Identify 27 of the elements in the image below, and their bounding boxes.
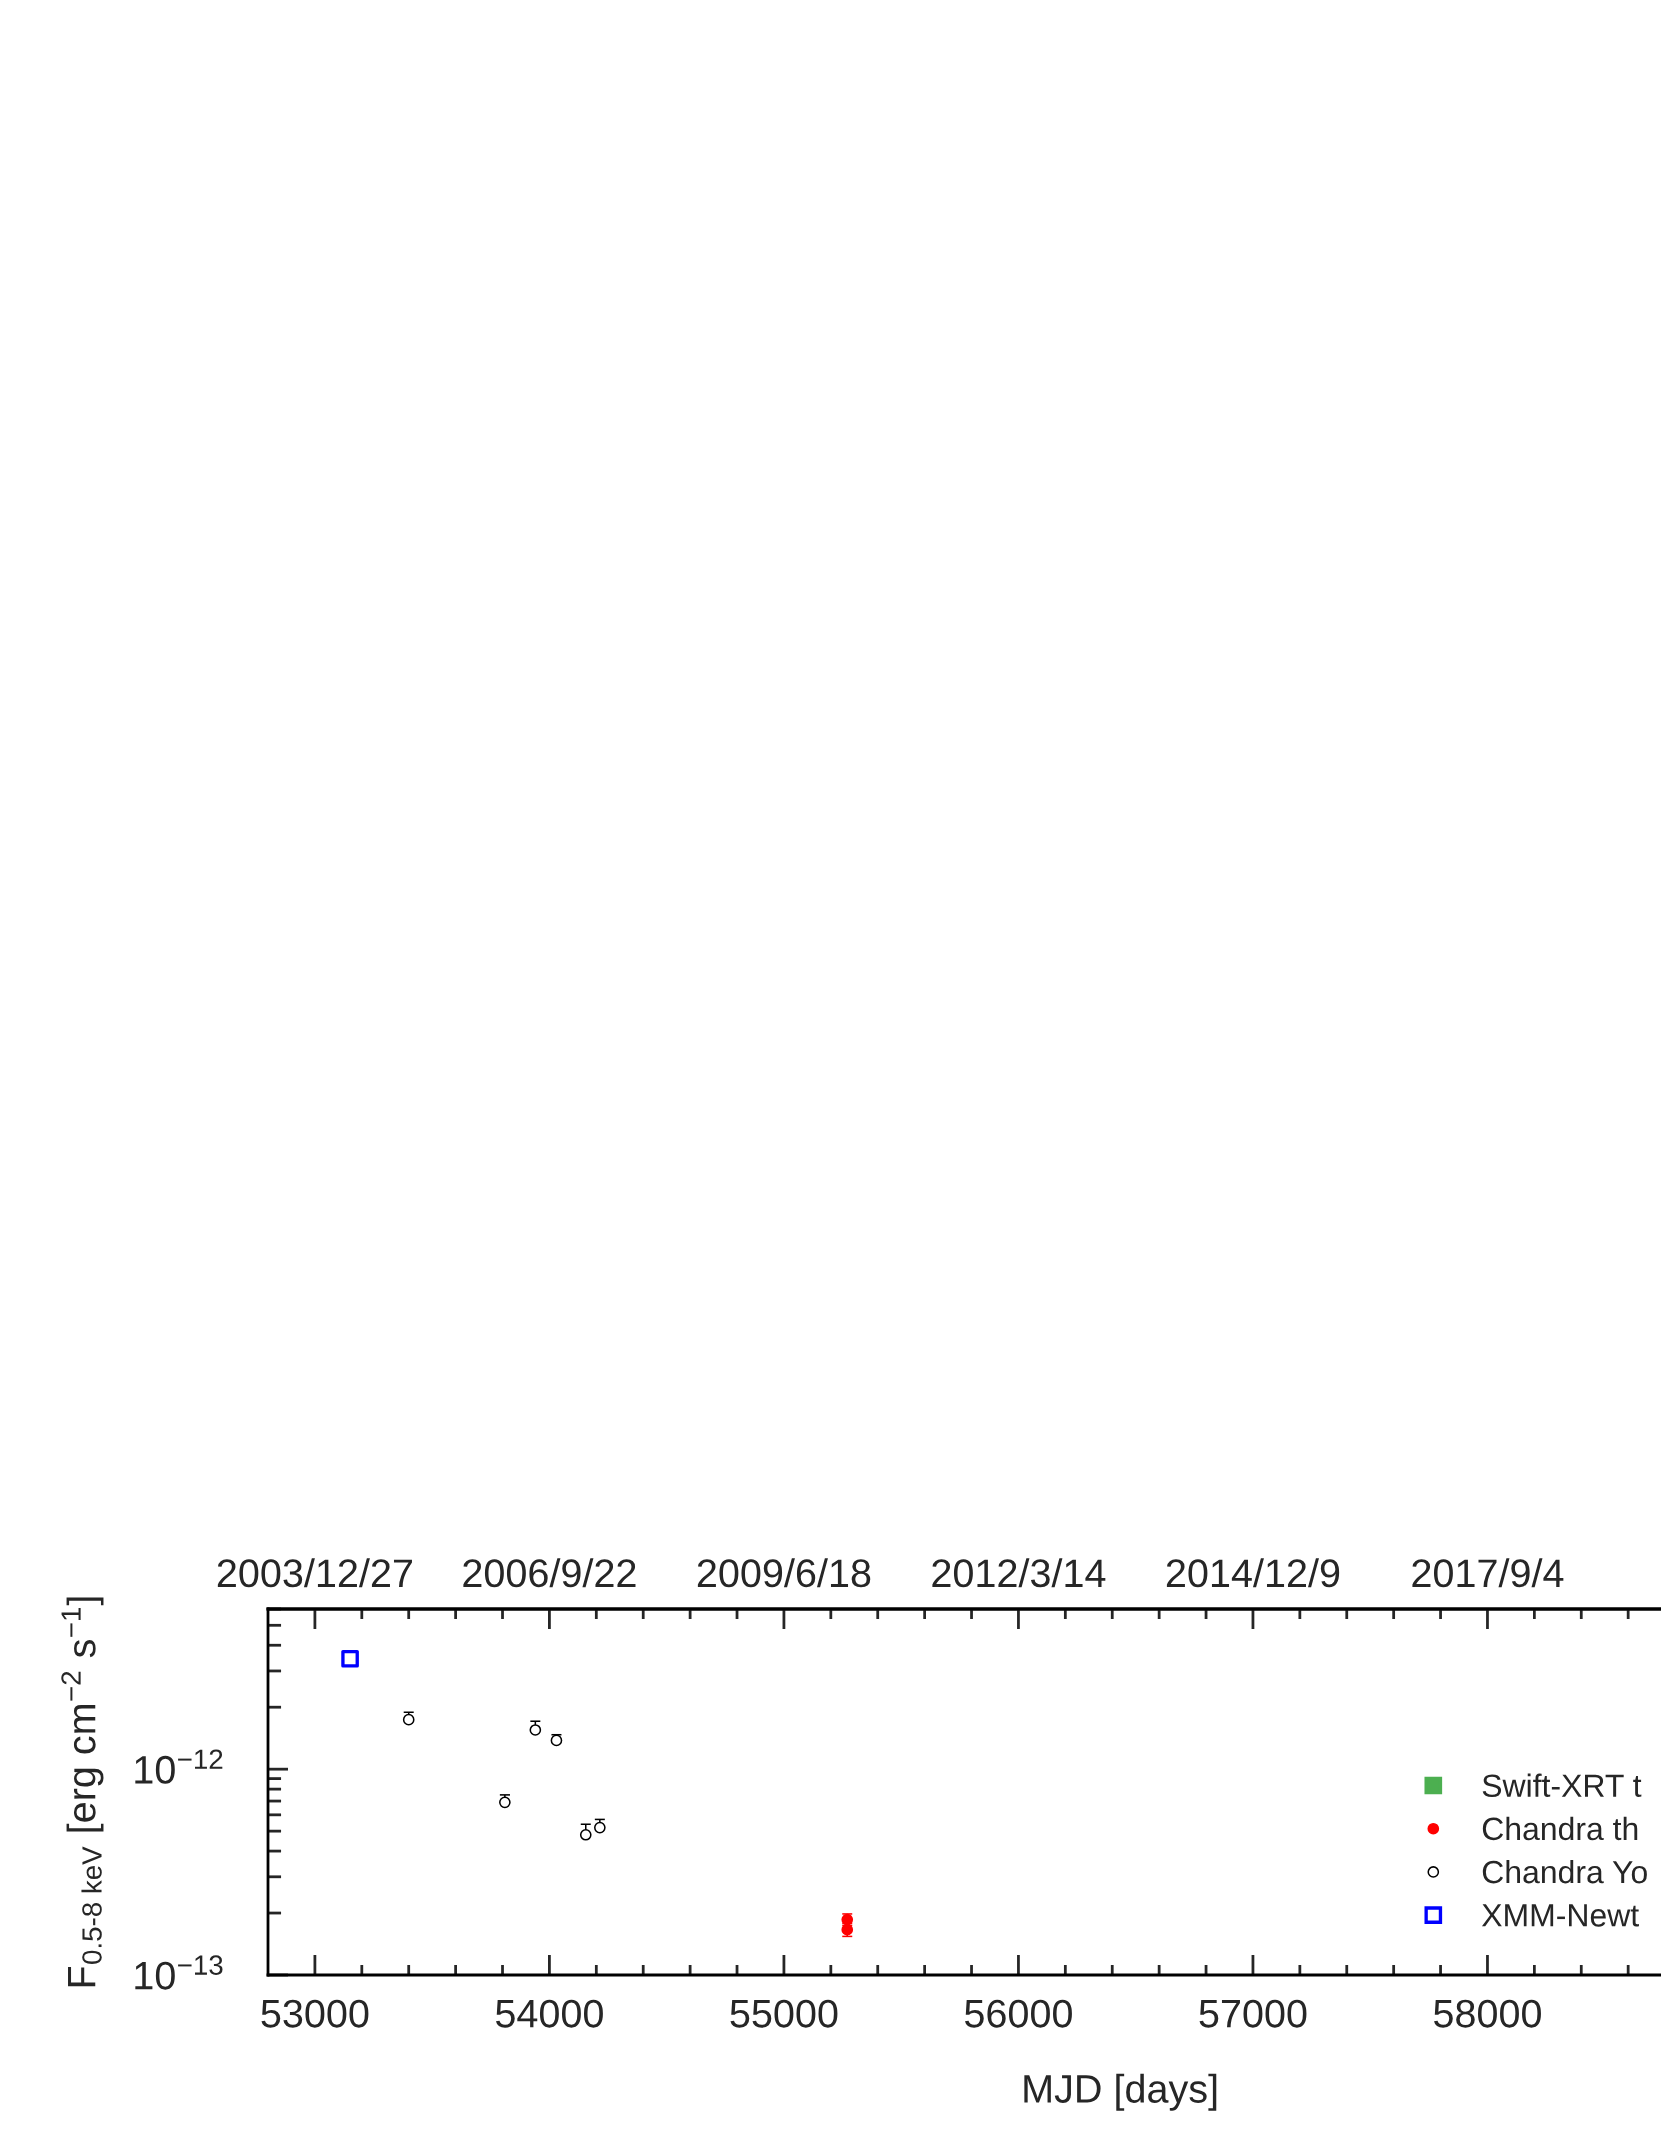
y-axis-title: F$_{0.5-8 keV}$ [erg cm$^{−2}$ s$^{−1}$] [61,1597,104,1987]
x2-tick-label: 2017/9/4 [1412,1558,1564,1588]
point [550,1734,563,1747]
x2-tick-label: 2003/12/27 [217,1558,412,1588]
legend-label: Chandra th [1482,1816,1638,1841]
legend-label: Swift-XRT t [1482,1773,1642,1798]
x-tick-label: 55000 [730,1999,838,2028]
x-tick-label: 53000 [261,1999,369,2028]
x-tick-label: 57000 [1199,1999,1307,2028]
point [529,1724,542,1736]
point [499,1796,511,1809]
x-tick-label: 54000 [495,1999,603,2028]
x-axis-title: MJD [days] [1024,2073,1217,2111]
x-tick-label: 56000 [964,1999,1072,2028]
x-tick-label: 58000 [1434,1999,1541,2028]
x2-tick-label: 2006/9/22 [463,1558,636,1588]
point [341,1649,359,1668]
y-tick-label: 10$^{−13}$ [135,1955,223,1990]
x2-tick-label: 2014/12/9 [1166,1558,1340,1588]
point [579,1828,592,1841]
point [594,1821,606,1834]
legend-label: Chandra Yo [1482,1859,1647,1884]
y-tick-label: 10$^{−12}$ [135,1749,223,1784]
point [402,1713,415,1726]
legend-label: XMM-Newt [1481,1904,1639,1927]
x2-tick-label: 2009/6/18 [697,1558,871,1588]
x2-tick-label: 2012/3/14 [932,1558,1106,1588]
